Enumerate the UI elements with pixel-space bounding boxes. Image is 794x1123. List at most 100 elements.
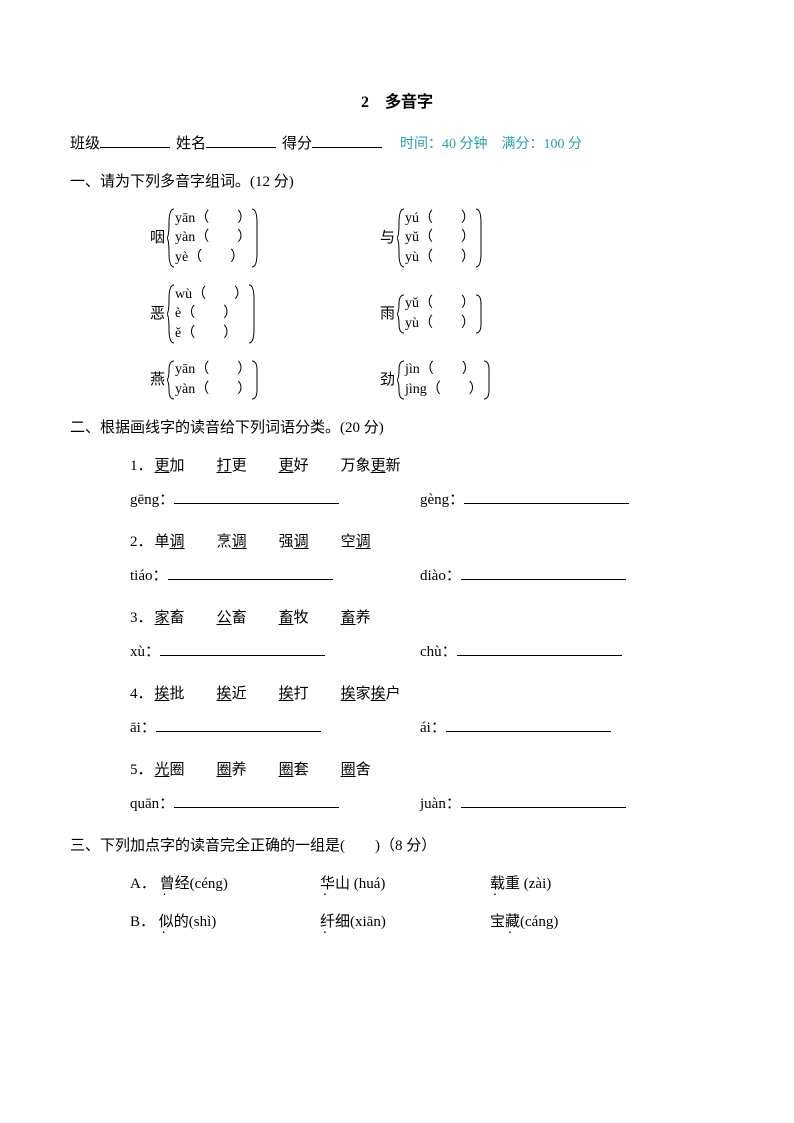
class-blank[interactable] <box>100 132 170 148</box>
score-label: 得分 <box>282 132 312 156</box>
section2-body: 1．更加打更更好万象更新gēng：gèng：2．单调烹调强调空调tiáo：dià… <box>130 454 724 816</box>
pinyin-row: yàn（ ） <box>175 380 251 400</box>
q1-cell: 与 yú（ ）yǔ（ ）yù（ ） <box>380 208 610 268</box>
pinyin-row: è（ ） <box>175 304 248 324</box>
q2-word: 挨近 <box>217 686 247 702</box>
q2-word: 强调 <box>279 534 309 550</box>
q2-item: 4．挨批挨近挨打挨家挨户āi：ái： <box>130 682 724 740</box>
q2-field-1: quān： <box>130 792 420 816</box>
q3-opt1: B． 似的(shì) <box>130 910 320 934</box>
name-blank[interactable] <box>206 132 276 148</box>
q3-row: A． 曾经(céng)华山 (huá)载重 (zài) <box>130 872 724 896</box>
answer-blank[interactable] <box>168 564 333 580</box>
q3-opt3: 载重 (zài) <box>490 872 640 896</box>
header-row: 班级 姓名 得分 时间：40 分钟 满分：100 分 <box>70 132 724 156</box>
pinyin-row: yàn（ ） <box>175 228 251 248</box>
q2-word: 烹调 <box>217 534 247 550</box>
answer-blank[interactable] <box>457 640 622 656</box>
q2-field-1: tiáo： <box>130 564 420 588</box>
answer-blank[interactable] <box>174 792 339 808</box>
q2-field-2: chù： <box>420 640 622 664</box>
pinyin-row: wù（ ） <box>175 285 248 305</box>
q2-word: 畜养 <box>341 610 371 626</box>
pinyin-label: chù： <box>420 640 457 664</box>
q2-field-1: āi： <box>130 716 420 740</box>
item-num: 2． <box>130 534 153 550</box>
answer-blank[interactable] <box>174 488 339 504</box>
section2-label: 二、根据画线字的读音给下列词语分类。(20 分) <box>70 416 724 440</box>
q2-item: 1．更加打更更好万象更新gēng：gèng： <box>130 454 724 512</box>
q2-answers: xù：chù： <box>130 640 724 664</box>
brace-body: yǔ（ ）yù（ ） <box>405 294 475 334</box>
item-num: 1． <box>130 458 153 474</box>
brace-right-icon <box>475 294 483 334</box>
brace-left-icon <box>167 208 175 268</box>
brace-body: wù（ ）è（ ）ě（ ） <box>175 284 248 344</box>
section3-body: A． 曾经(céng)华山 (huá)载重 (zài)B． 似的(shì)纤细(… <box>130 872 724 934</box>
item-num: 3． <box>130 610 153 626</box>
q1-cell: 雨 yǔ（ ）yù（ ） <box>380 284 610 344</box>
brace-group: yān（ ）yàn（ ）yè（ ） <box>167 208 259 268</box>
brace-right-icon <box>475 208 483 268</box>
q2-word: 万象更新 <box>341 458 401 474</box>
q2-item: 2．单调 烹调 强调 空调 tiáo： diào： <box>130 530 724 588</box>
q3-opt3: 宝藏(cáng) <box>490 910 640 934</box>
q2-field-1: gēng： <box>130 488 420 512</box>
pinyin-row: yǔ（ ） <box>405 294 475 314</box>
section1-body: 咽yān（ ）yàn（ ）yè（ ）与yú（ ）yǔ（ ）yù（ ）恶wù（ ）… <box>150 208 724 400</box>
q2-field-2: ái： <box>420 716 611 740</box>
pinyin-row: yú（ ） <box>405 209 475 229</box>
q1-char: 雨 <box>380 302 395 326</box>
pinyin-row: yù（ ） <box>405 314 475 334</box>
brace-right-icon <box>251 360 259 400</box>
q2-word: 畜牧 <box>279 610 309 626</box>
brace-left-icon <box>397 208 405 268</box>
q2-words: 2．单调 烹调 强调 空调 <box>130 530 724 554</box>
q1-char: 与 <box>380 226 395 250</box>
q2-word: 圈养 <box>217 762 247 778</box>
pinyin-row: jìng（ ） <box>405 380 483 400</box>
name-label: 姓名 <box>176 132 206 156</box>
q2-word: 单调 <box>155 534 185 550</box>
pinyin-label: tiáo： <box>130 564 168 588</box>
worksheet-page: 2 多音字 班级 姓名 得分 时间：40 分钟 满分：100 分 一、请为下列多… <box>0 0 794 988</box>
q2-words: 1．更加打更更好万象更新 <box>130 454 724 478</box>
answer-blank[interactable] <box>461 564 626 580</box>
brace-group: jìn（ ）jìng（ ） <box>397 360 491 400</box>
q2-word: 圈套 <box>279 762 309 778</box>
answer-blank[interactable] <box>464 488 629 504</box>
q1-cell: 恶wù（ ）è（ ）ě（ ） <box>150 284 380 344</box>
item-num: 5． <box>130 762 153 778</box>
section3-label: 三、下列加点字的读音完全正确的一组是( )（8 分） <box>70 834 724 858</box>
pinyin-row: yǔ（ ） <box>405 228 475 248</box>
q2-word: 挨批 <box>155 686 185 702</box>
q1-char: 燕 <box>150 368 165 392</box>
q2-field-2: diào： <box>420 564 626 588</box>
q2-answers: āi： ái： <box>130 716 724 740</box>
brace-body: yān（ ）yàn（ ）yè（ ） <box>175 208 251 268</box>
pinyin-row: ě（ ） <box>175 324 248 344</box>
brace-body: yú（ ）yǔ（ ）yù（ ） <box>405 208 475 268</box>
q1-cell: 咽 yān（ ）yàn（ ）yè（ ） <box>150 208 380 268</box>
q2-word: 更加 <box>155 458 185 474</box>
q1-row: 咽 yān（ ）yàn（ ）yè（ ） 与 yú（ ）yǔ（ ）yù（ ） <box>150 208 724 268</box>
q2-word: 公畜 <box>217 610 247 626</box>
answer-blank[interactable] <box>160 640 325 656</box>
q1-cell: 燕yān（ ）yàn（ ） <box>150 360 380 400</box>
answer-blank[interactable] <box>446 716 611 732</box>
brace-right-icon <box>248 284 256 344</box>
q2-answers: quān：juàn： <box>130 792 724 816</box>
q2-item: 3．家畜公畜畜牧畜养xù：chù： <box>130 606 724 664</box>
pinyin-label: āi： <box>130 716 156 740</box>
brace-group: yān（ ）yàn（ ） <box>167 360 259 400</box>
score-blank[interactable] <box>312 132 382 148</box>
q2-words: 4．挨批挨近挨打挨家挨户 <box>130 682 724 706</box>
q2-word: 空调 <box>341 534 371 550</box>
q3-opt1: A． 曾经(céng) <box>130 872 320 896</box>
brace-group: yǔ（ ）yù（ ） <box>397 294 483 334</box>
pinyin-label: gēng： <box>130 488 174 512</box>
answer-blank[interactable] <box>156 716 321 732</box>
q1-char: 咽 <box>150 226 165 250</box>
q2-word: 挨打 <box>279 686 309 702</box>
answer-blank[interactable] <box>461 792 626 808</box>
